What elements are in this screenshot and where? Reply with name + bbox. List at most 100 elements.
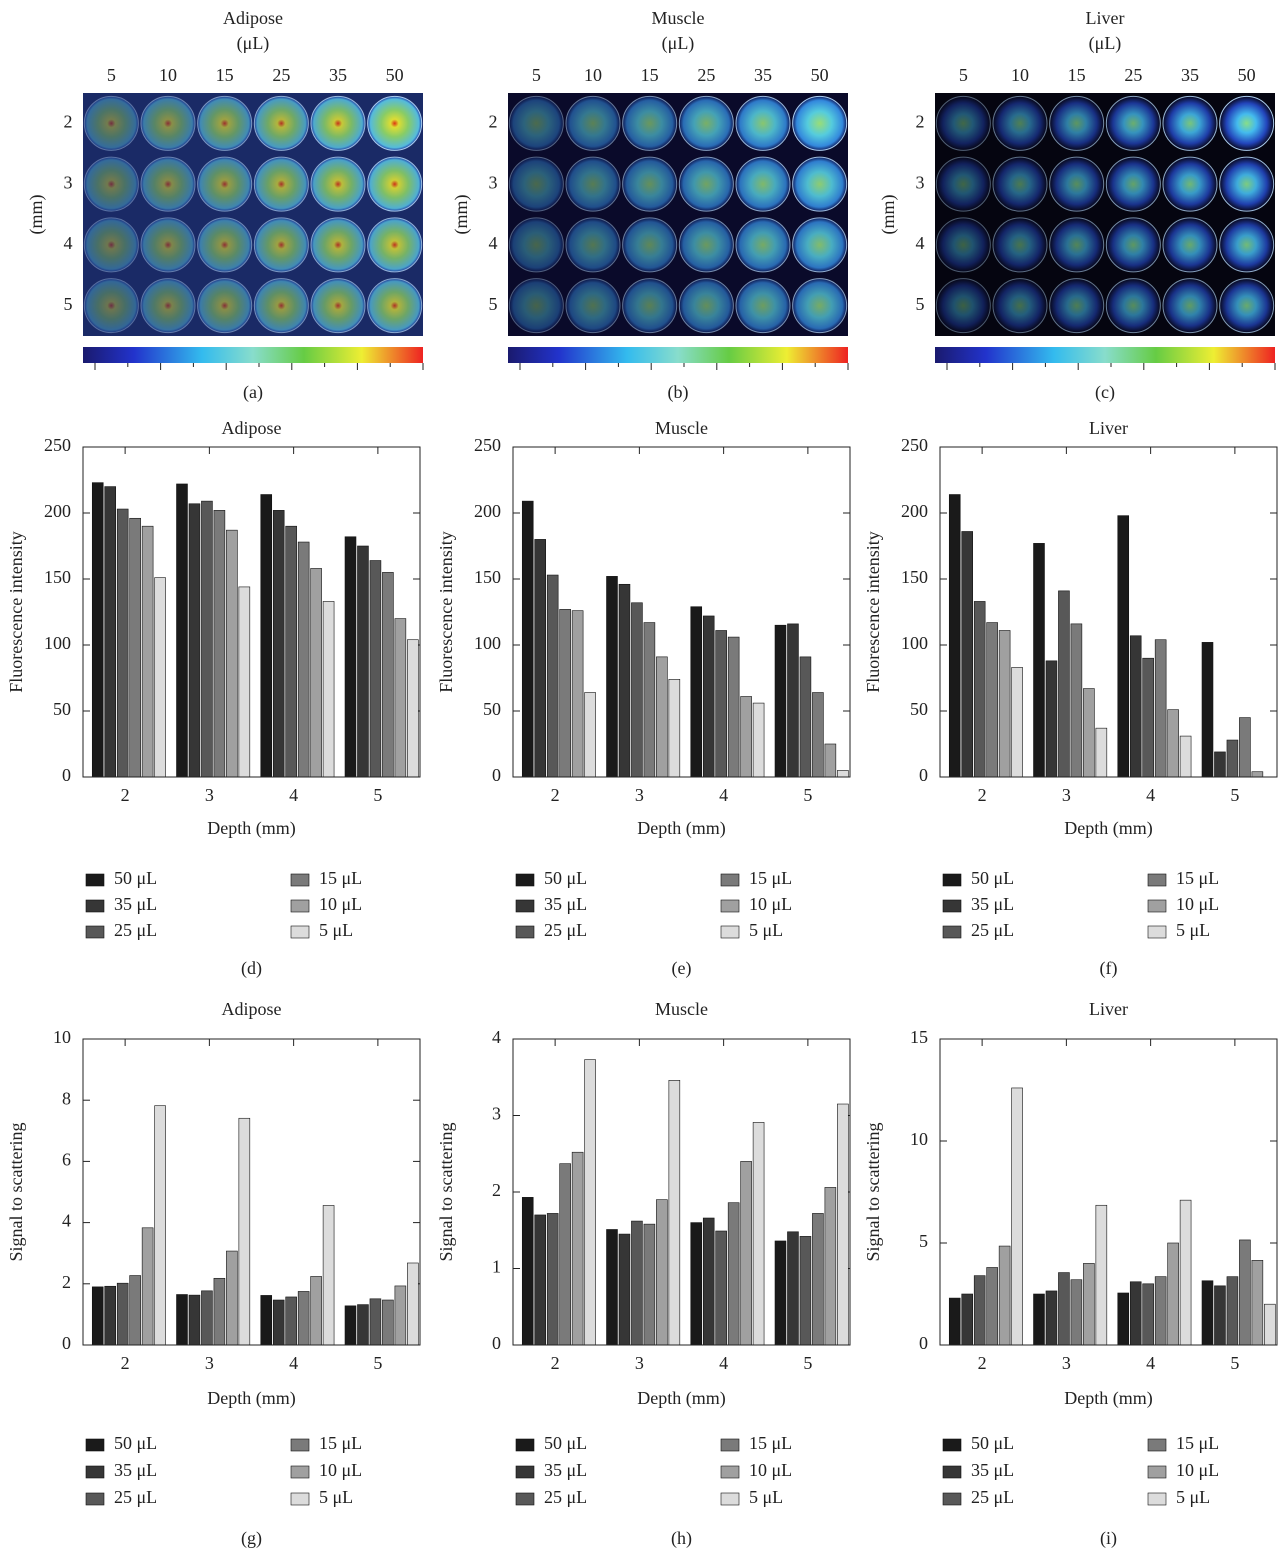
x-tick-label: 4 xyxy=(1146,785,1155,805)
bar xyxy=(285,1296,297,1346)
panel-label: (c) xyxy=(1095,382,1115,403)
bar xyxy=(631,1220,643,1346)
legend-label: 5 μL xyxy=(319,920,353,940)
bar xyxy=(740,1161,752,1346)
well xyxy=(1162,217,1218,273)
row-label: 2 xyxy=(916,112,925,132)
legend-label: 50 μL xyxy=(114,868,157,888)
y-tick-label: 15 xyxy=(910,1027,928,1047)
x-tick-label: 2 xyxy=(978,785,987,805)
bar xyxy=(948,494,961,778)
bar xyxy=(521,1197,534,1346)
y-tick-label: 250 xyxy=(901,435,928,455)
bar xyxy=(154,577,166,778)
well xyxy=(992,217,1048,273)
bar xyxy=(774,624,787,778)
bar xyxy=(154,1105,166,1346)
panel-label: (i) xyxy=(1100,1528,1117,1549)
legend-swatch xyxy=(942,873,962,887)
bar xyxy=(1095,1204,1108,1346)
bar xyxy=(799,1236,812,1346)
well xyxy=(678,95,734,151)
legend-swatch xyxy=(85,1438,105,1452)
legend-label: 50 μL xyxy=(544,1433,587,1453)
well xyxy=(197,217,253,273)
bar xyxy=(1070,1279,1083,1346)
x-tick-label: 5 xyxy=(1230,1353,1239,1373)
bar xyxy=(1083,1263,1095,1346)
legend-swatch xyxy=(720,899,740,913)
legend-swatch xyxy=(515,1438,535,1452)
column-label: 25 xyxy=(272,65,290,85)
legend-swatch xyxy=(290,899,310,913)
bar xyxy=(774,1240,787,1346)
legend-label: 50 μL xyxy=(971,1433,1014,1453)
y-tick-label: 150 xyxy=(44,567,71,587)
well xyxy=(792,217,848,273)
bar xyxy=(668,679,681,778)
well xyxy=(310,278,366,334)
bar xyxy=(559,609,571,778)
bar xyxy=(1129,635,1142,778)
legend-swatch xyxy=(720,1438,740,1452)
y-tick-label: 2 xyxy=(62,1272,71,1292)
panel-label: (f) xyxy=(1100,958,1118,979)
legend-label: 25 μL xyxy=(114,1487,157,1507)
legend-swatch xyxy=(942,899,962,913)
x-tick-label: 5 xyxy=(373,785,382,805)
bar xyxy=(973,1275,986,1346)
well xyxy=(140,278,196,334)
well xyxy=(140,217,196,273)
well xyxy=(622,95,678,151)
bar xyxy=(643,622,656,778)
plot-frame xyxy=(939,446,1278,778)
well xyxy=(935,217,991,273)
bar xyxy=(104,486,116,778)
y-tick-label: 6 xyxy=(62,1150,71,1170)
bar xyxy=(285,525,297,778)
well xyxy=(735,278,791,334)
legend-label: 35 μL xyxy=(971,894,1014,914)
x-tick-label: 4 xyxy=(719,785,728,805)
bar xyxy=(998,630,1011,778)
bar xyxy=(1154,1276,1167,1346)
bar xyxy=(534,539,546,778)
legend-swatch xyxy=(942,1438,962,1452)
bar xyxy=(310,1276,322,1346)
bar xyxy=(1045,660,1058,778)
well xyxy=(1049,278,1105,334)
legend-label: 15 μL xyxy=(319,1433,362,1453)
x-axis-label: Depth (mm) xyxy=(207,1388,295,1409)
well xyxy=(1162,156,1218,212)
x-axis-label: Depth (mm) xyxy=(637,1388,725,1409)
bar xyxy=(297,1291,310,1346)
panel-unit: (μL) xyxy=(237,33,270,54)
x-tick-label: 3 xyxy=(1062,1353,1071,1373)
well xyxy=(622,217,678,273)
plot-frame xyxy=(512,1038,851,1346)
bar xyxy=(702,1217,715,1346)
bar xyxy=(141,525,154,778)
legend-label: 50 μL xyxy=(114,1433,157,1453)
y-tick-label: 100 xyxy=(474,633,501,653)
legend-swatch xyxy=(1147,1438,1167,1452)
x-tick-label: 4 xyxy=(1146,1353,1155,1373)
bar xyxy=(727,636,740,778)
legend-swatch xyxy=(515,925,535,939)
y-tick-label: 100 xyxy=(44,633,71,653)
bar xyxy=(948,1297,961,1346)
bar xyxy=(643,1223,656,1346)
plot-frame xyxy=(939,1038,1278,1346)
legend-swatch xyxy=(1147,1492,1167,1506)
bar xyxy=(1070,623,1083,778)
bar xyxy=(521,500,534,778)
well xyxy=(310,156,366,212)
y-axis-label: Signal to scattering xyxy=(436,1123,456,1262)
bar xyxy=(238,586,251,778)
well xyxy=(678,278,734,334)
x-tick-label: 2 xyxy=(551,1353,560,1373)
column-label: 15 xyxy=(1068,65,1086,85)
well xyxy=(1105,156,1161,212)
bar xyxy=(986,1267,998,1346)
well xyxy=(1219,156,1275,212)
